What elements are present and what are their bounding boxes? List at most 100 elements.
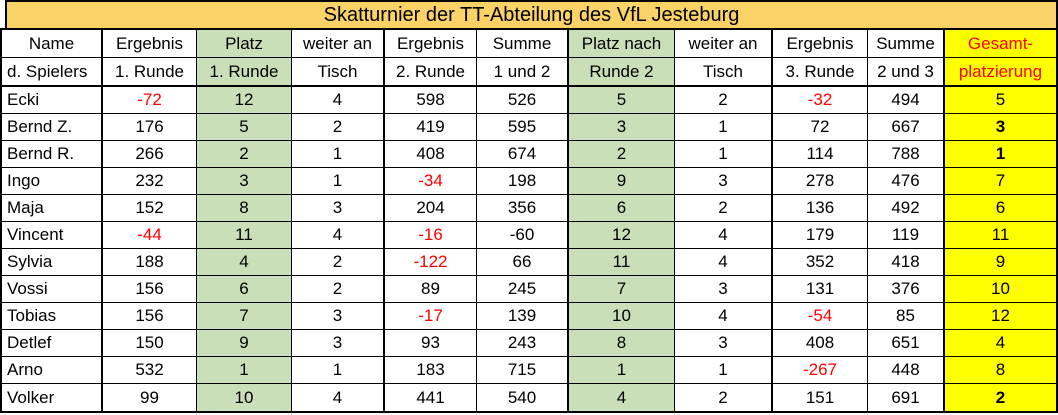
table-cell: 7 [945,168,1056,195]
table-cell: 12 [197,87,292,114]
player-name-cell: Arno [2,357,103,384]
table-cell: 3 [569,114,675,141]
table-cell: 408 [385,141,477,168]
table-cell: 188 [103,249,197,276]
player-name-cell: Maja [2,195,103,222]
title-row: Skatturnier der TT-Abteilung des VfL Jes… [0,0,1058,28]
table-cell: 2 [292,114,385,141]
table-cell: 5 [569,87,675,114]
table-cell: 278 [773,168,868,195]
tournament-table: Name Ergebnis Platz weiter an Ergebnis Summe P… [0,28,1058,413]
table-cell: 476 [868,168,945,195]
table-cell: -44 [103,222,197,249]
table-title: Skatturnier der TT-Abteilung des VfL Jes… [5,0,1058,28]
player-name-cell: Ingo [2,168,103,195]
player-name-cell: Bernd Z. [2,114,103,141]
table-cell: 1 [675,357,773,384]
table-cell: 156 [103,303,197,330]
table-cell: 2 [569,141,675,168]
table-cell: 11 [197,222,292,249]
table-cell: 4 [945,330,1056,357]
table-cell: 12 [569,222,675,249]
player-name-cell: Bernd R. [2,141,103,168]
table-cell: 8 [569,330,675,357]
table-cell: 667 [868,114,945,141]
table-cell: 1 [292,141,385,168]
table-cell: 418 [868,249,945,276]
header-summe12-line1: Summe [477,30,569,58]
table-cell: 119 [868,222,945,249]
table-cell: 4 [675,303,773,330]
table-cell: 352 [773,249,868,276]
table-cell: 232 [103,168,197,195]
table-cell: 2 [292,249,385,276]
table-cell: 10 [569,303,675,330]
table-cell: 1 [197,357,292,384]
table-cell: 3 [675,168,773,195]
table-cell: 10 [197,384,292,411]
table-cell: 1 [675,141,773,168]
header-gesamt-line2: platzierung [945,58,1056,87]
table-cell: 3 [675,276,773,303]
table-cell: 788 [868,141,945,168]
table-cell: 4 [675,249,773,276]
table-cell: 9 [197,330,292,357]
table-cell: -17 [385,303,477,330]
table-cell: 89 [385,276,477,303]
header-ergebnis1-line1: Ergebnis [103,30,197,58]
table-cell: 598 [385,87,477,114]
player-name-cell: Volker [2,384,103,411]
table-cell: 2 [945,384,1056,411]
table-cell: 3 [675,330,773,357]
table-cell: 2 [675,384,773,411]
table-cell: 2 [675,195,773,222]
table-cell: 408 [773,330,868,357]
table-cell: 114 [773,141,868,168]
table-cell: 66 [477,249,569,276]
table-cell: 1 [292,357,385,384]
table-cell: 11 [945,222,1056,249]
table-cell: 4 [292,384,385,411]
table-cell: -60 [477,222,569,249]
player-name-cell: Vossi [2,276,103,303]
table-cell: 8 [197,195,292,222]
table-cell: -16 [385,222,477,249]
table-cell: 7 [197,303,292,330]
table-cell: 183 [385,357,477,384]
player-name-cell: Sylvia [2,249,103,276]
table-cell: 176 [103,114,197,141]
header-gesamt-line1: Gesamt- [945,30,1056,58]
table-cell: -267 [773,357,868,384]
header-tisch1-line2: Tisch [292,58,385,87]
table-cell: 2 [675,87,773,114]
header-name-line2: d. Spielers [2,58,103,87]
table-cell: 156 [103,276,197,303]
table-cell: 152 [103,195,197,222]
table-cell: 674 [477,141,569,168]
table-cell: 245 [477,276,569,303]
table-cell: 11 [569,249,675,276]
table-cell: 1 [945,141,1056,168]
table-cell: 136 [773,195,868,222]
table-cell: 540 [477,384,569,411]
table-cell: 204 [385,195,477,222]
table-cell: 492 [868,195,945,222]
table-cell: 651 [868,330,945,357]
table-cell: 419 [385,114,477,141]
table-cell: 1 [292,168,385,195]
table-cell: 448 [868,357,945,384]
table-cell: 4 [197,249,292,276]
table-cell: 3 [292,330,385,357]
header-tisch2-line2: Tisch [675,58,773,87]
player-name-cell: Detlef [2,330,103,357]
table-cell: 3 [292,303,385,330]
table-cell: -122 [385,249,477,276]
table-cell: 1 [569,357,675,384]
table-cell: 1 [675,114,773,141]
table-cell: 691 [868,384,945,411]
table-cell: 6 [945,195,1056,222]
header-platz1-line1: Platz [197,30,292,58]
table-cell: 99 [103,384,197,411]
table-cell: 9 [569,168,675,195]
